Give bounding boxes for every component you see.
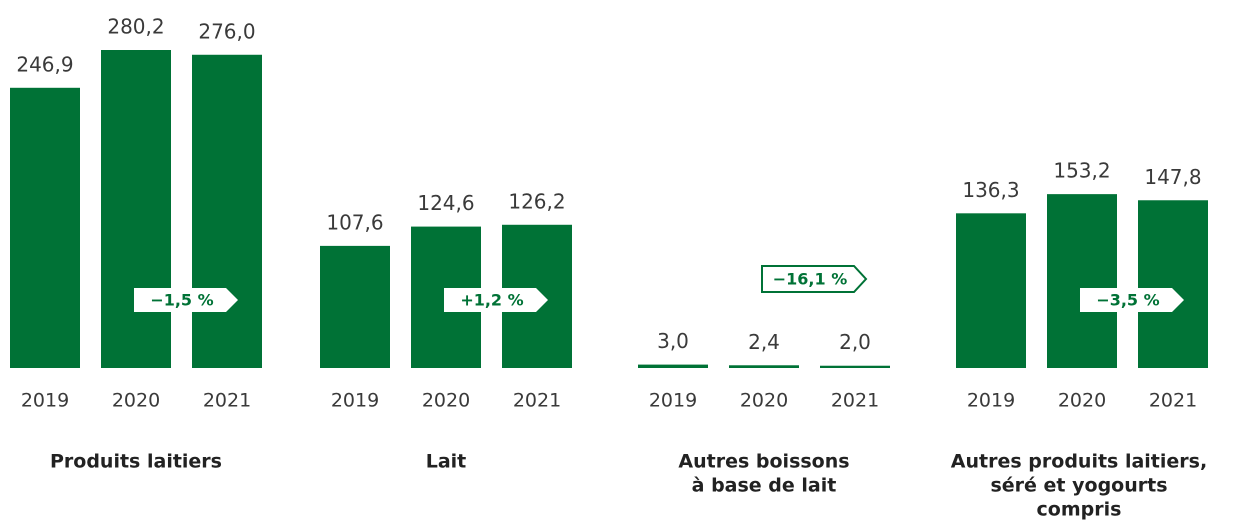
change-badge (134, 288, 238, 312)
x-tick-label: 2020 (1058, 390, 1106, 412)
bar (1047, 194, 1117, 368)
bar (1138, 200, 1208, 368)
change-label: +1,2 % (460, 291, 523, 310)
value-label: 126,2 (508, 189, 565, 213)
change-badge (761, 265, 868, 293)
bar (729, 365, 799, 368)
bar (101, 50, 171, 368)
x-tick-label: 2021 (831, 390, 879, 412)
value-label: 2,4 (748, 330, 780, 354)
x-tick-label: 2020 (422, 390, 470, 412)
group-title: compris (1037, 499, 1122, 521)
change-badge (1080, 288, 1184, 312)
bar (956, 213, 1026, 368)
group-title: Lait (426, 451, 467, 473)
group-title: Autres boissons (678, 451, 849, 473)
value-label: 107,6 (326, 210, 383, 234)
bar (638, 364, 708, 368)
change-label: −1,5 % (150, 291, 213, 310)
group-title: à base de lait (692, 475, 837, 497)
x-tick-label: 2019 (331, 390, 379, 412)
value-label: 153,2 (1053, 159, 1110, 183)
x-tick-label: 2021 (203, 390, 251, 412)
x-tick-label: 2021 (513, 390, 561, 412)
value-label: 147,8 (1144, 165, 1201, 189)
x-tick-label: 2019 (967, 390, 1015, 412)
bar (192, 54, 262, 368)
x-tick-label: 2019 (649, 390, 697, 412)
change-label: −16,1 % (773, 270, 847, 289)
value-label: 124,6 (417, 191, 474, 215)
x-tick-label: 2019 (21, 390, 69, 412)
group-title: Produits laitiers (50, 451, 222, 473)
x-tick-label: 2020 (112, 390, 160, 412)
change-badge (444, 288, 548, 312)
change-label: −3,5 % (1096, 291, 1159, 310)
value-label: 136,3 (962, 178, 1019, 202)
value-label: 280,2 (107, 15, 164, 39)
bar (320, 245, 390, 368)
group-title: séré et yogourts (990, 475, 1167, 497)
value-label: 276,0 (198, 19, 255, 43)
group-title: Autres produits laitiers, (951, 451, 1207, 473)
value-label: 2,0 (839, 330, 871, 354)
x-tick-label: 2020 (740, 390, 788, 412)
x-tick-label: 2021 (1149, 390, 1197, 412)
bar (820, 365, 890, 368)
value-label: 246,9 (16, 52, 73, 76)
bar (10, 87, 80, 368)
value-label: 3,0 (657, 329, 689, 353)
